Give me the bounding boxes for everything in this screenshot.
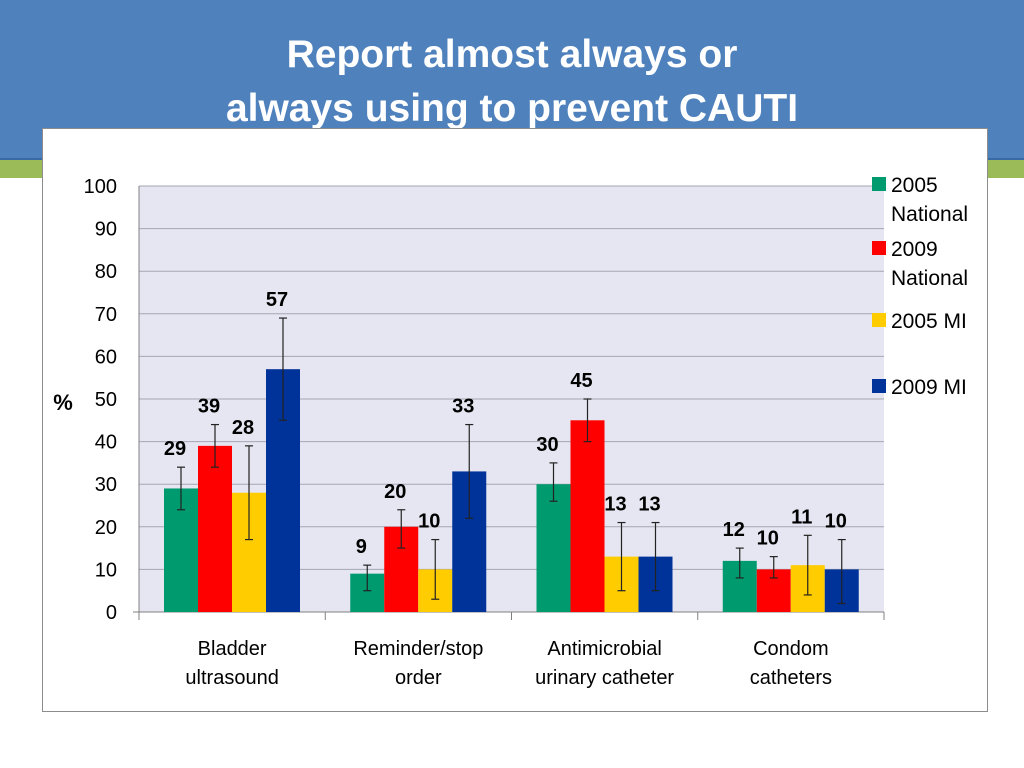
- y-tick-label: 20: [95, 517, 117, 539]
- y-tick-label: 30: [95, 474, 117, 496]
- data-label: 30: [536, 434, 558, 456]
- y-tick-label: 0: [106, 602, 117, 624]
- legend-label: National: [891, 267, 968, 290]
- legend-label: 2009: [891, 238, 938, 261]
- y-tick-label: 60: [95, 346, 117, 368]
- data-label: 13: [638, 494, 660, 516]
- legend-swatch: [872, 379, 886, 393]
- data-label: 10: [757, 528, 779, 550]
- data-label: 39: [198, 396, 220, 418]
- data-label: 45: [570, 370, 592, 392]
- y-tick-label: 90: [95, 219, 117, 241]
- legend-swatch: [872, 241, 886, 255]
- category-label: catheters: [750, 667, 832, 689]
- data-label: 10: [825, 511, 847, 533]
- slide-title-line-2: always using to prevent CAUTI: [225, 87, 799, 130]
- bar: [198, 445, 232, 612]
- category-label: order: [395, 667, 442, 689]
- category-label: Reminder/stop: [353, 638, 483, 660]
- y-tick-label: 40: [95, 432, 117, 454]
- category-label: Bladder: [198, 638, 267, 660]
- data-label: 9: [356, 536, 367, 558]
- slide-title: Report almost always or always using to …: [0, 28, 1024, 136]
- bar: [570, 420, 605, 612]
- chart-container: 0 10 20 30 40 50 60 70 80 90 100% 29 9 30 12 39 20 45 10 28…: [42, 128, 988, 712]
- bar-chart: 0 10 20 30 40 50 60 70 80 90 100% 29 9 30 12 39 20 45 10 28…: [53, 174, 968, 689]
- slide-title-line-1: Report almost always or: [286, 33, 738, 76]
- data-label: 29: [164, 438, 186, 460]
- y-tick-label: 100: [84, 176, 117, 198]
- data-label: 12: [723, 519, 745, 541]
- data-label: 33: [452, 396, 474, 418]
- data-label: 10: [418, 511, 440, 533]
- y-tick-label: 50: [95, 389, 117, 411]
- legend-label: 2005: [891, 174, 938, 197]
- y-tick-label: 10: [95, 559, 117, 581]
- legend-swatch: [872, 313, 886, 327]
- data-label: 13: [604, 494, 626, 516]
- legend-label: National: [891, 203, 968, 226]
- legend-swatch: [872, 177, 886, 191]
- y-axis-title: %: [53, 390, 73, 415]
- legend-label: 2005 MI: [891, 310, 967, 333]
- bar: [536, 484, 571, 612]
- y-tick-label: 80: [95, 261, 117, 283]
- data-label: 57: [266, 289, 288, 311]
- data-label: 11: [791, 506, 812, 528]
- legend-label: 2009 MI: [891, 376, 967, 399]
- category-label: urinary catheter: [535, 667, 674, 689]
- data-label: 28: [232, 417, 254, 439]
- y-tick-label: 70: [95, 304, 117, 326]
- category-label: Antimicrobial: [547, 638, 661, 660]
- category-label: Condom: [753, 638, 829, 660]
- data-label: 20: [384, 481, 406, 503]
- category-label: ultrasound: [185, 667, 278, 689]
